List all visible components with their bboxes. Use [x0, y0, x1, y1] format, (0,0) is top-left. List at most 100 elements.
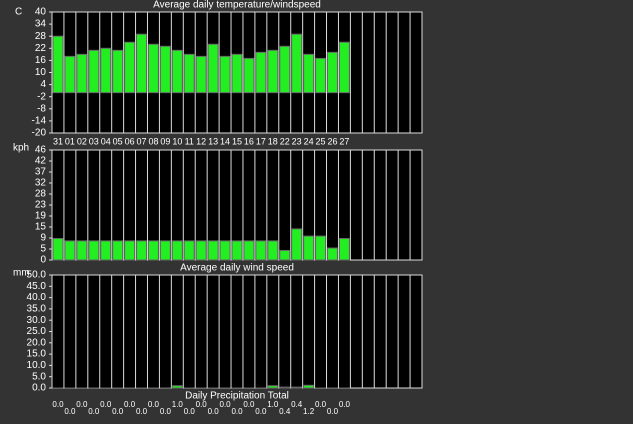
x-tick-label: 01 [65, 136, 75, 146]
value-label: 0.0 [196, 400, 208, 409]
bar [291, 386, 303, 389]
bar [267, 240, 279, 261]
y-tick-label: 22 [35, 43, 47, 54]
y-tick-label: 28 [35, 31, 47, 42]
y-tick-label: 50.0 [27, 270, 47, 281]
y-tick-label: 37 [35, 167, 47, 178]
bar [291, 228, 303, 261]
value-label: 0.0 [255, 407, 267, 416]
x-tick-label: 18 [268, 136, 278, 146]
bar [147, 43, 159, 94]
bar [64, 240, 76, 261]
y-tick-label: 5.0 [32, 371, 46, 382]
x-tick-label: 06 [125, 136, 135, 146]
bar [231, 240, 243, 261]
bar [52, 35, 64, 94]
y-tick-label: 19 [35, 211, 47, 222]
bar [315, 235, 327, 261]
y-tick-label: 10 [35, 67, 47, 78]
x-tick-label: 02 [77, 136, 87, 146]
y-tick-label: 15.0 [27, 349, 47, 360]
value-label: 1.2 [303, 407, 315, 416]
x-tick-label: 05 [113, 136, 123, 146]
y-tick-label: -2 [37, 91, 46, 102]
bar [207, 240, 219, 261]
bar [243, 57, 255, 94]
y-tick-label: 15 [35, 222, 47, 233]
bar [88, 387, 100, 389]
x-tick-label: 11 [185, 136, 194, 146]
y-tick-label: -8 [37, 103, 46, 114]
bar [327, 247, 338, 261]
x-tick-label: 14 [220, 136, 230, 146]
x-tick-label: 22 [280, 136, 290, 146]
value-label: 0.0 [76, 400, 88, 409]
bar [338, 237, 350, 261]
bar [124, 41, 136, 94]
x-tick-label: 31 [53, 136, 63, 146]
bar [267, 49, 279, 94]
bar [112, 240, 124, 261]
bar [76, 53, 88, 94]
y-tick-label: 32 [35, 178, 47, 189]
x-tick-label: 04 [101, 136, 111, 146]
x-tick-label: 25 [316, 136, 326, 146]
value-label: 0.0 [315, 400, 327, 409]
bar [100, 240, 112, 261]
bar [338, 387, 350, 389]
y-tick-label: 4 [40, 79, 46, 90]
x-tick-label: 08 [148, 136, 158, 146]
x-tick-label: 07 [137, 136, 147, 146]
y-tick-label: 9 [40, 233, 46, 244]
x-tick-label: 15 [232, 136, 242, 146]
bar [136, 240, 147, 261]
bar [207, 387, 219, 389]
plot-area [51, 274, 423, 389]
value-label: 0.4 [279, 407, 291, 416]
bar [195, 240, 207, 261]
bar [231, 53, 243, 94]
y-tick-label: 0.0 [32, 383, 46, 394]
x-tick-label: 10 [172, 136, 182, 146]
x-tick-label: 23 [292, 136, 302, 146]
bar [255, 51, 267, 94]
y-tick-label: 25.0 [27, 326, 47, 337]
bar [243, 240, 255, 261]
bar [279, 45, 291, 94]
value-label: 1.0 [267, 400, 279, 409]
x-tick-label: 27 [339, 136, 349, 146]
bar [327, 387, 338, 389]
bar [159, 45, 171, 94]
value-label: 0.0 [208, 407, 220, 416]
value-label: 0.0 [52, 400, 64, 409]
y-tick-label: -20 [32, 128, 47, 139]
value-label: 0.0 [327, 407, 339, 416]
y-tick-label: 0 [40, 255, 46, 266]
value-label: 0.4 [291, 400, 303, 409]
bar [100, 387, 112, 389]
bar [112, 387, 124, 389]
bar [303, 235, 315, 261]
bar [171, 49, 183, 94]
x-tick-label: 24 [304, 136, 314, 146]
bar [88, 240, 100, 261]
bar [315, 57, 327, 94]
y-axis-label: mm [13, 268, 30, 279]
bar [207, 43, 219, 94]
bar [195, 387, 207, 389]
value-label: 0.0 [184, 407, 196, 416]
bar [147, 240, 159, 261]
x-tick-label: 17 [256, 136, 266, 146]
y-tick-label: 42 [35, 156, 47, 167]
y-tick-label: 40 [35, 7, 47, 18]
value-label: 1.0 [172, 400, 184, 409]
y-tick-label: -14 [32, 116, 47, 127]
bar [124, 240, 136, 261]
bar [267, 385, 279, 389]
x-tick-label: 09 [160, 136, 170, 146]
value-label: 0.0 [148, 400, 160, 409]
value-label: 0.0 [136, 407, 148, 416]
x-tick-label: 26 [327, 136, 337, 146]
bar [159, 240, 171, 261]
bar [76, 387, 88, 389]
